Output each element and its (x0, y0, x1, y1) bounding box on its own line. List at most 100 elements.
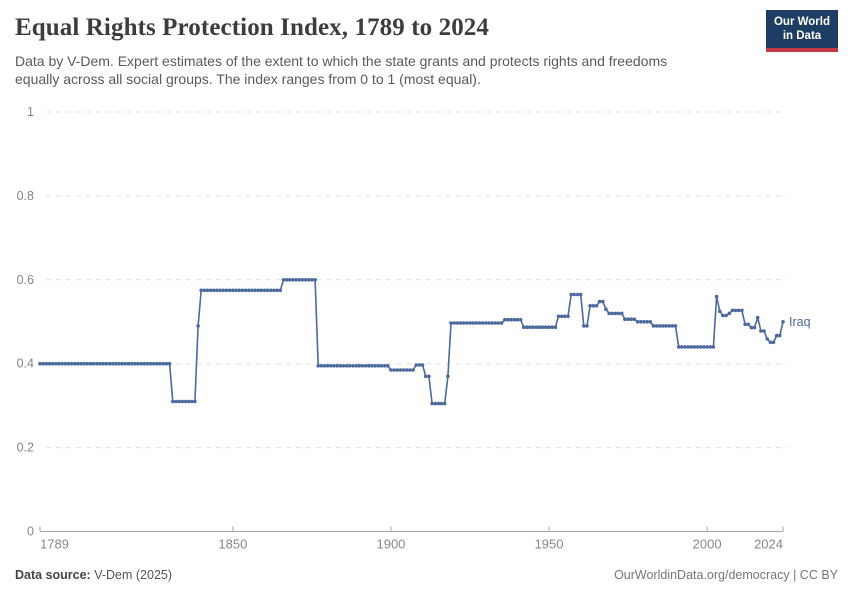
data-point[interactable] (591, 304, 596, 308)
data-point[interactable] (702, 345, 706, 349)
data-point[interactable] (148, 361, 153, 366)
data-point[interactable] (300, 278, 305, 282)
data-point[interactable] (85, 361, 90, 366)
data-point[interactable] (329, 364, 333, 368)
data-point[interactable] (714, 294, 719, 299)
data-point[interactable] (297, 278, 302, 282)
data-point[interactable] (680, 345, 684, 349)
data-point[interactable] (224, 288, 229, 293)
data-point[interactable] (351, 364, 355, 368)
data-point[interactable] (246, 288, 251, 293)
data-point[interactable] (275, 288, 279, 293)
data-point[interactable] (465, 321, 469, 325)
data-point[interactable] (676, 345, 681, 349)
data-point[interactable] (212, 288, 216, 293)
data-point[interactable] (468, 321, 472, 325)
data-point[interactable] (477, 321, 482, 325)
data-point[interactable] (427, 374, 431, 379)
data-point[interactable] (95, 361, 99, 366)
data-point[interactable] (414, 363, 419, 367)
data-point[interactable] (373, 364, 377, 368)
data-point[interactable] (63, 361, 68, 366)
data-point[interactable] (367, 364, 371, 368)
data-point[interactable] (746, 322, 750, 327)
data-point[interactable] (237, 288, 241, 293)
data-point[interactable] (563, 314, 567, 319)
data-point[interactable] (442, 401, 447, 406)
data-point[interactable] (386, 364, 390, 368)
data-point[interactable] (392, 368, 396, 372)
data-point[interactable] (604, 307, 608, 312)
data-point[interactable] (436, 401, 441, 406)
data-point[interactable] (401, 368, 406, 372)
data-point[interactable] (632, 317, 637, 322)
data-point[interactable] (578, 292, 583, 297)
data-point[interactable] (423, 374, 428, 379)
data-point[interactable] (129, 361, 134, 366)
data-point[interactable] (332, 364, 336, 368)
data-point[interactable] (117, 361, 121, 366)
data-point[interactable] (705, 345, 709, 349)
data-point[interactable] (623, 317, 627, 322)
data-point[interactable] (382, 364, 387, 368)
data-point[interactable] (531, 325, 535, 330)
data-point[interactable] (101, 361, 105, 366)
data-point[interactable] (651, 324, 656, 328)
data-point[interactable] (243, 288, 248, 293)
data-point[interactable] (417, 363, 422, 367)
data-point[interactable] (167, 361, 172, 366)
data-point[interactable] (695, 345, 700, 349)
data-point[interactable] (190, 399, 194, 404)
data-point[interactable] (227, 288, 232, 293)
data-point[interactable] (635, 320, 640, 324)
data-point[interactable] (174, 399, 178, 404)
data-point[interactable] (733, 308, 738, 313)
data-point[interactable] (686, 345, 690, 349)
data-point[interactable] (493, 321, 498, 325)
data-point[interactable] (303, 278, 308, 282)
data-point[interactable] (322, 364, 327, 368)
data-point[interactable] (496, 321, 501, 325)
data-point[interactable] (363, 364, 368, 368)
data-point[interactable] (411, 368, 415, 372)
data-point[interactable] (540, 325, 545, 330)
data-point[interactable] (490, 321, 494, 325)
data-point[interactable] (512, 317, 517, 322)
data-point[interactable] (638, 320, 643, 324)
data-point[interactable] (215, 288, 219, 293)
data-point[interactable] (718, 309, 722, 314)
data-point[interactable] (601, 299, 605, 304)
data-point[interactable] (82, 361, 87, 366)
data-point[interactable] (136, 361, 140, 366)
data-point[interactable] (566, 314, 570, 319)
data-point[interactable] (575, 292, 580, 297)
data-point[interactable] (439, 401, 444, 406)
data-point[interactable] (88, 361, 93, 366)
data-point[interactable] (474, 321, 479, 325)
data-point[interactable] (559, 314, 564, 319)
data-point[interactable] (54, 361, 58, 366)
data-point[interactable] (79, 361, 83, 366)
data-point[interactable] (104, 361, 109, 366)
data-point[interactable] (585, 324, 589, 328)
data-point[interactable] (91, 361, 96, 366)
data-point[interactable] (360, 364, 365, 368)
data-point[interactable] (47, 361, 52, 366)
data-point[interactable] (430, 401, 434, 406)
data-point[interactable] (186, 399, 191, 404)
data-point[interactable] (376, 364, 381, 368)
data-point[interactable] (38, 361, 42, 366)
data-point[interactable] (145, 361, 150, 366)
data-point[interactable] (446, 374, 450, 379)
data-point[interactable] (778, 333, 782, 338)
data-point[interactable] (164, 361, 169, 366)
data-point[interactable] (259, 288, 264, 293)
data-point[interactable] (139, 361, 143, 366)
data-point[interactable] (774, 333, 779, 338)
data-point[interactable] (452, 321, 457, 325)
data-point[interactable] (683, 345, 687, 349)
data-point[interactable] (515, 317, 520, 322)
data-point[interactable] (110, 361, 115, 366)
data-point[interactable] (699, 345, 703, 349)
data-point[interactable] (740, 308, 744, 313)
